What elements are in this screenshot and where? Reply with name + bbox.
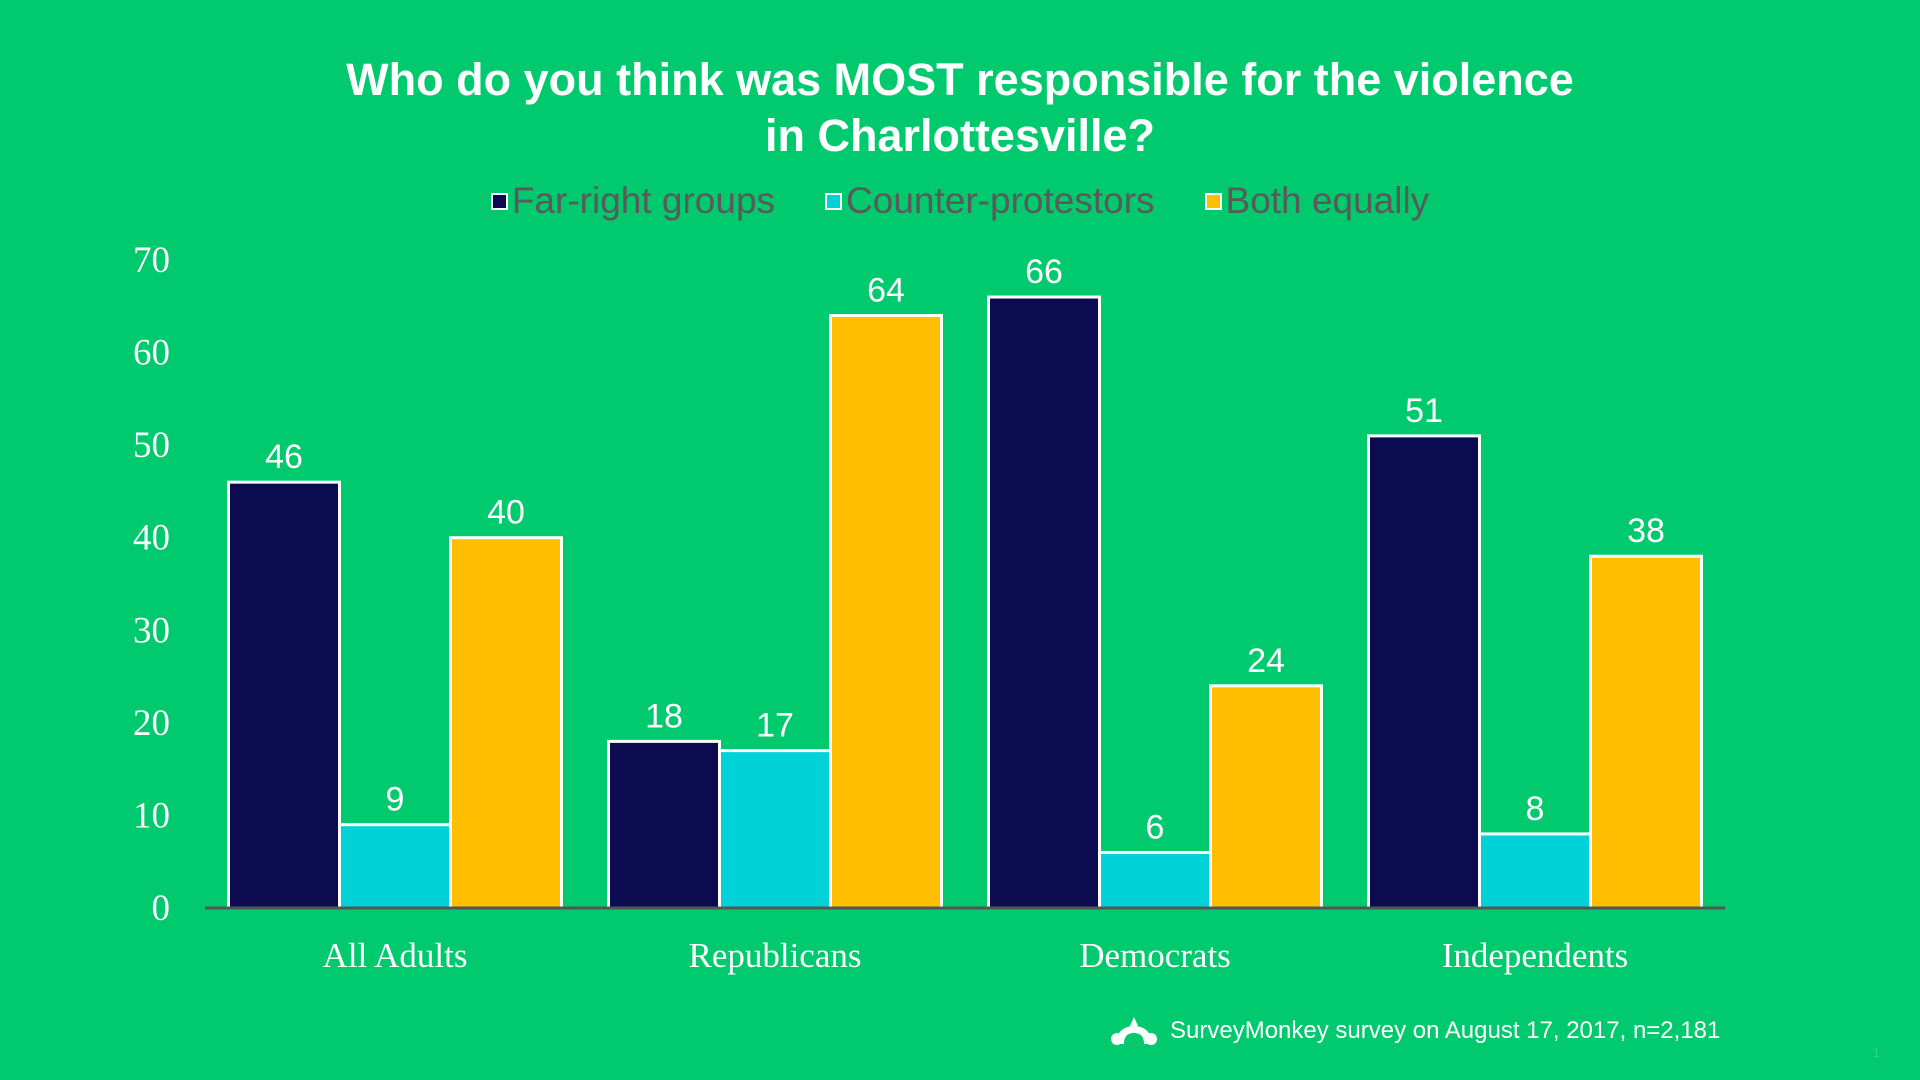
legend-swatch-far-right: [490, 192, 508, 210]
bar: [449, 536, 563, 910]
chart-title-line-1: Who do you think was MOST responsible fo…: [346, 54, 1574, 105]
legend-label-counter-protestors: Counter-protestors: [846, 180, 1155, 221]
source-text: SurveyMonkey survey on August 17, 2017, …: [1170, 1017, 1721, 1044]
data-label: 46: [265, 438, 303, 476]
chart-title: Who do you think was MOST responsible fo…: [0, 52, 1920, 164]
bar: [338, 823, 452, 910]
y-tick-label: 40: [133, 518, 170, 559]
x-tick-label: Republicans: [688, 936, 861, 975]
legend: Far-right groups Counter-protestors Both…: [0, 180, 1920, 222]
y-tick-label: 70: [133, 240, 170, 281]
page-number: 1: [1873, 1046, 1880, 1060]
bar: [829, 314, 943, 910]
bar: [987, 295, 1101, 910]
legend-item-both-equally: Both equally: [1204, 180, 1430, 222]
source-note: SurveyMonkey survey on August 17, 2017, …: [1110, 1014, 1720, 1048]
data-label: 66: [1025, 253, 1063, 291]
y-tick-label: 10: [133, 795, 170, 836]
data-label: 38: [1627, 512, 1665, 550]
y-tick-label: 20: [133, 703, 170, 744]
data-label: 24: [1247, 642, 1285, 680]
legend-item-far-right: Far-right groups: [490, 180, 776, 222]
bar: [1478, 832, 1592, 910]
bar: [607, 739, 721, 910]
legend-swatch-counter-protestors: [825, 192, 843, 210]
y-tick-label: 0: [152, 888, 171, 929]
data-label: 9: [386, 781, 405, 819]
data-label: 18: [645, 697, 683, 735]
surveymonkey-logo-icon: [1111, 1017, 1157, 1045]
legend-item-counter-protestors: Counter-protestors: [825, 180, 1155, 222]
legend-swatch-both-equally: [1204, 192, 1222, 210]
legend-label-far-right: Far-right groups: [511, 180, 776, 221]
bar: [1367, 434, 1481, 910]
bar: [1209, 684, 1323, 910]
x-tick-label: Democrats: [1079, 936, 1231, 975]
x-tick-label: All Adults: [323, 936, 468, 975]
data-label: 40: [487, 494, 525, 532]
data-label: 6: [1146, 808, 1165, 846]
y-tick-label: 60: [133, 333, 170, 374]
bar: [1098, 850, 1212, 910]
data-label: 8: [1526, 790, 1545, 828]
bar: [1589, 554, 1703, 910]
data-label: 17: [756, 707, 794, 745]
bar: [227, 480, 341, 910]
y-tick-label: 30: [133, 610, 170, 651]
chart-title-line-2: in Charlottesville?: [764, 110, 1156, 161]
data-label: 51: [1405, 392, 1443, 430]
y-tick-label: 50: [133, 425, 170, 466]
bar: [718, 749, 832, 910]
legend-label-both-equally: Both equally: [1225, 180, 1430, 221]
data-label: 64: [867, 272, 905, 310]
x-tick-label: Independents: [1442, 936, 1629, 975]
